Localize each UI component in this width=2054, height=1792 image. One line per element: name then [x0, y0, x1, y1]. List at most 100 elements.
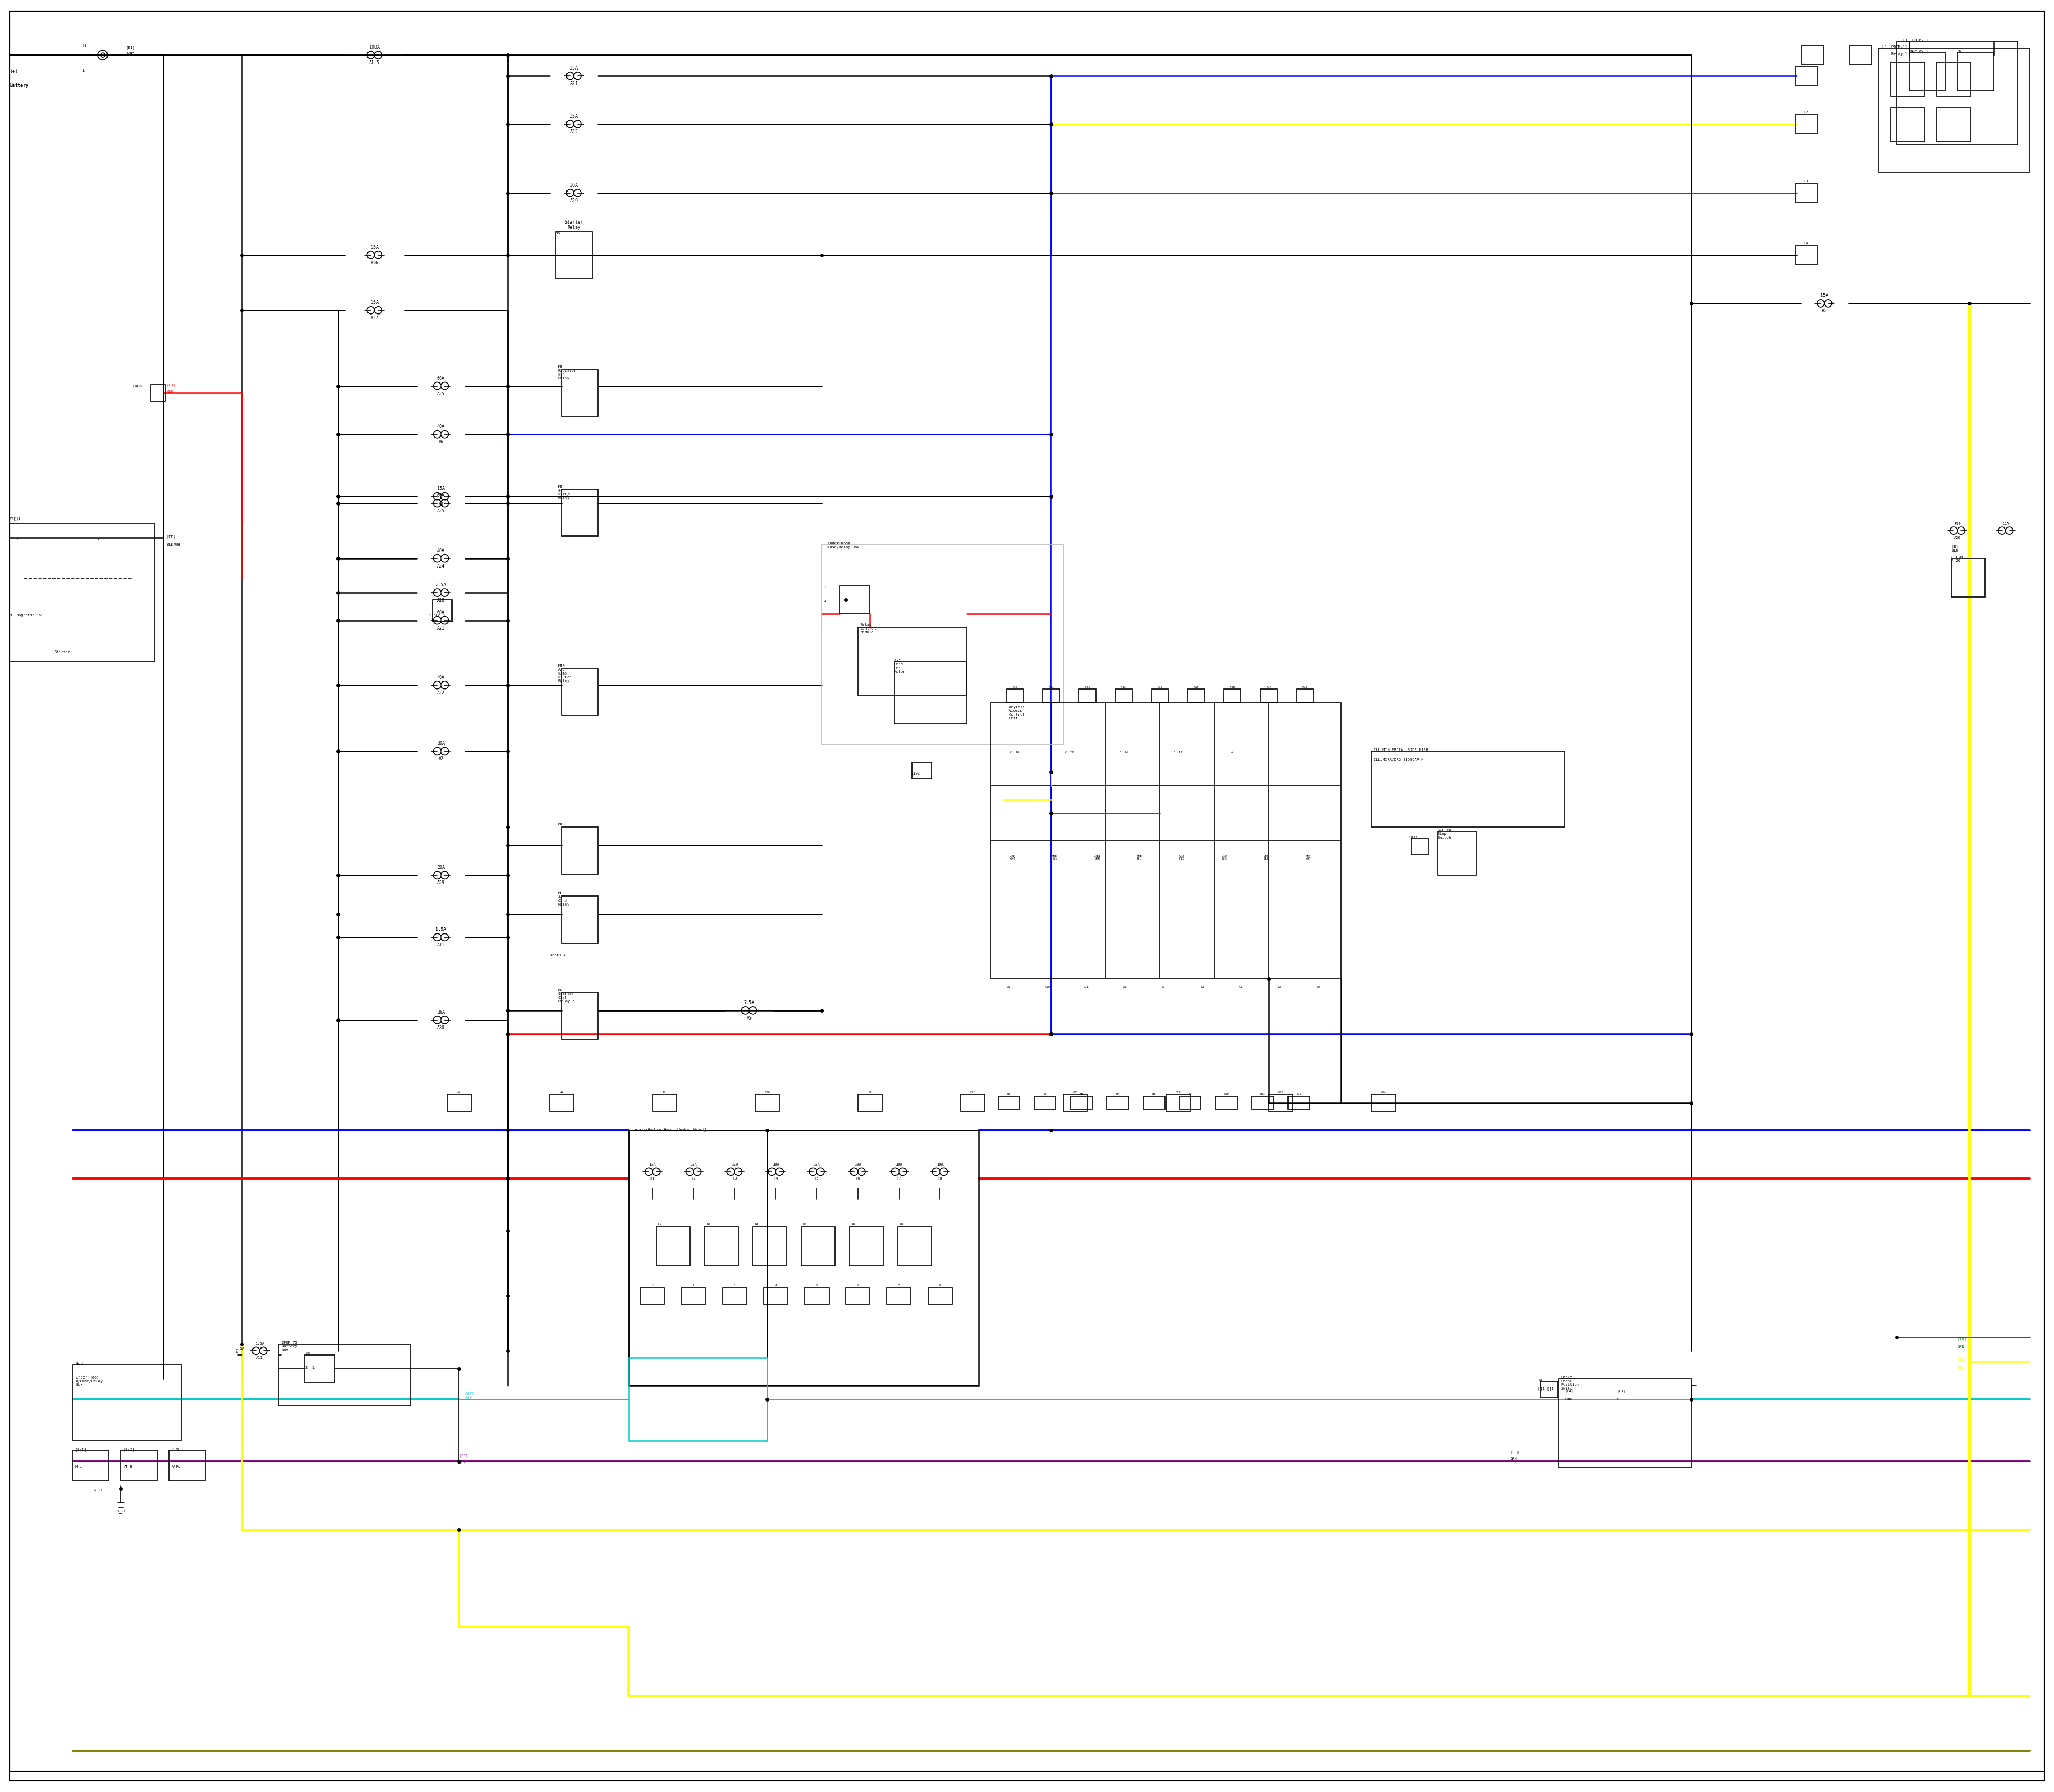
Text: A11: A11	[438, 943, 446, 948]
Bar	[801, 1228, 834, 1265]
Text: A2: A2	[438, 756, 444, 762]
Text: B2: B2	[1822, 308, 1828, 314]
Text: C03: C03	[1278, 1091, 1284, 1093]
Text: 15A: 15A	[1820, 294, 1828, 297]
Text: F18: F18	[1302, 686, 1308, 688]
Text: A24: A24	[438, 564, 446, 568]
Text: S: S	[97, 538, 99, 541]
Bar	[152, 385, 166, 401]
Text: B12: B12	[1296, 1093, 1302, 1095]
Text: R4: R4	[803, 1222, 807, 1226]
Text: F15: F15	[1193, 686, 1200, 688]
Text: C02: C02	[1175, 1091, 1181, 1093]
Bar	[448, 1095, 470, 1111]
Text: M6: M6	[1908, 50, 1914, 52]
Text: F10: F10	[1013, 686, 1017, 688]
Text: E2: E2	[1317, 986, 1321, 987]
Text: [B/I]: [B/I]	[123, 1448, 136, 1452]
Text: A4Fs: A4Fs	[173, 1466, 181, 1468]
Bar	[850, 1228, 883, 1265]
Text: 40A: 40A	[438, 548, 446, 554]
Bar	[1372, 751, 1565, 828]
Bar	[1251, 1097, 1273, 1109]
Text: M2
Starter
Ctrl
Relay 2: M2 Starter Ctrl Relay 2	[559, 989, 575, 1004]
Text: C  24: C 24	[1119, 751, 1128, 754]
Text: A25: A25	[438, 391, 446, 396]
Text: C11: C11	[1085, 986, 1089, 987]
Bar	[1957, 52, 1994, 91]
Text: F1: F1	[651, 1177, 655, 1181]
Text: 15A: 15A	[2003, 521, 2009, 525]
Text: ORY
WHT: ORY WHT	[1306, 855, 1310, 860]
Bar	[898, 1228, 933, 1265]
Text: A1: A1	[458, 1091, 460, 1093]
Text: F4: F4	[774, 1177, 778, 1181]
Text: 60A: 60A	[438, 493, 446, 498]
Bar	[1296, 690, 1313, 702]
Text: PUR: PUR	[460, 1460, 466, 1464]
Text: Under Hood
A/Fuse/Relay
Box: Under Hood A/Fuse/Relay Box	[76, 1376, 103, 1387]
Text: ORB
BLU: ORB BLU	[1052, 855, 1058, 860]
Bar	[1892, 108, 1925, 142]
Text: M9
Fan
Ctrl/D
Relay: M9 Fan Ctrl/D Relay	[559, 486, 571, 500]
Text: [B/I]: [B/I]	[74, 1448, 86, 1452]
Bar	[859, 627, 967, 695]
Text: F4: F4	[1803, 242, 1810, 246]
Bar	[764, 1287, 789, 1305]
Bar	[961, 1095, 984, 1111]
Bar	[1898, 41, 2017, 145]
Text: F8: F8	[939, 1177, 943, 1181]
Text: [EA]: [EA]	[1957, 1337, 1966, 1340]
Bar	[1801, 45, 1824, 65]
Text: 10A: 10A	[569, 183, 577, 188]
Text: B11: B11	[1259, 1093, 1265, 1095]
Text: [EA]: [EA]	[1565, 1389, 1573, 1392]
Text: (+): (+)	[10, 68, 18, 73]
Bar	[1152, 690, 1169, 702]
Text: R2: R2	[707, 1222, 711, 1226]
Text: F3: F3	[1803, 179, 1810, 183]
Bar	[563, 668, 598, 715]
Bar	[10, 523, 154, 661]
Text: B10: B10	[1224, 1093, 1228, 1095]
Text: RED: RED	[166, 391, 173, 392]
Text: [EJ]: [EJ]	[1616, 1389, 1625, 1392]
Bar	[1078, 690, 1097, 702]
Text: F11: F11	[1048, 686, 1054, 688]
Text: 15A: 15A	[438, 486, 446, 491]
Bar	[1070, 1097, 1093, 1109]
Bar	[1372, 1095, 1395, 1111]
Text: 15A: 15A	[569, 66, 577, 70]
Text: A20: A20	[1953, 536, 1962, 539]
Text: L1  PDIM-11: L1 PDIM-11	[1881, 45, 1908, 48]
Text: 10A: 10A	[690, 1163, 696, 1167]
Text: H-L: H-L	[74, 1466, 82, 1468]
Text: A1-5: A1-5	[370, 61, 380, 65]
Text: M9
A/C
Cond
Relay: M9 A/C Cond Relay	[559, 892, 569, 907]
Bar	[840, 586, 871, 613]
Text: E2: E2	[1278, 986, 1282, 987]
Text: R6: R6	[900, 1222, 904, 1226]
Bar	[1559, 1378, 1692, 1468]
Bar	[563, 369, 598, 416]
Text: OR0
BLK: OR0 BLK	[1263, 855, 1269, 860]
Text: 2.5A: 2.5A	[435, 582, 446, 588]
Bar	[277, 1344, 411, 1407]
Text: [EJ]: [EJ]	[1957, 1358, 1966, 1362]
Bar	[723, 1287, 748, 1305]
Text: F12: F12	[1085, 686, 1091, 688]
Text: ORE
WHT: ORE WHT	[1011, 855, 1015, 860]
Text: B9: B9	[1189, 1093, 1191, 1095]
Bar	[557, 231, 592, 278]
Text: F10: F10	[764, 1091, 770, 1093]
Text: A16: A16	[370, 260, 378, 265]
Bar	[121, 1450, 156, 1480]
Text: F10: F10	[969, 1091, 976, 1093]
Bar	[822, 545, 1064, 744]
Bar	[433, 600, 452, 622]
Text: A1: A1	[1006, 986, 1011, 987]
Text: A6: A6	[438, 439, 444, 444]
Text: F C-M
A 20: F C-M A 20	[1951, 556, 1964, 563]
Text: A21: A21	[569, 81, 577, 86]
Bar	[1908, 52, 1945, 91]
